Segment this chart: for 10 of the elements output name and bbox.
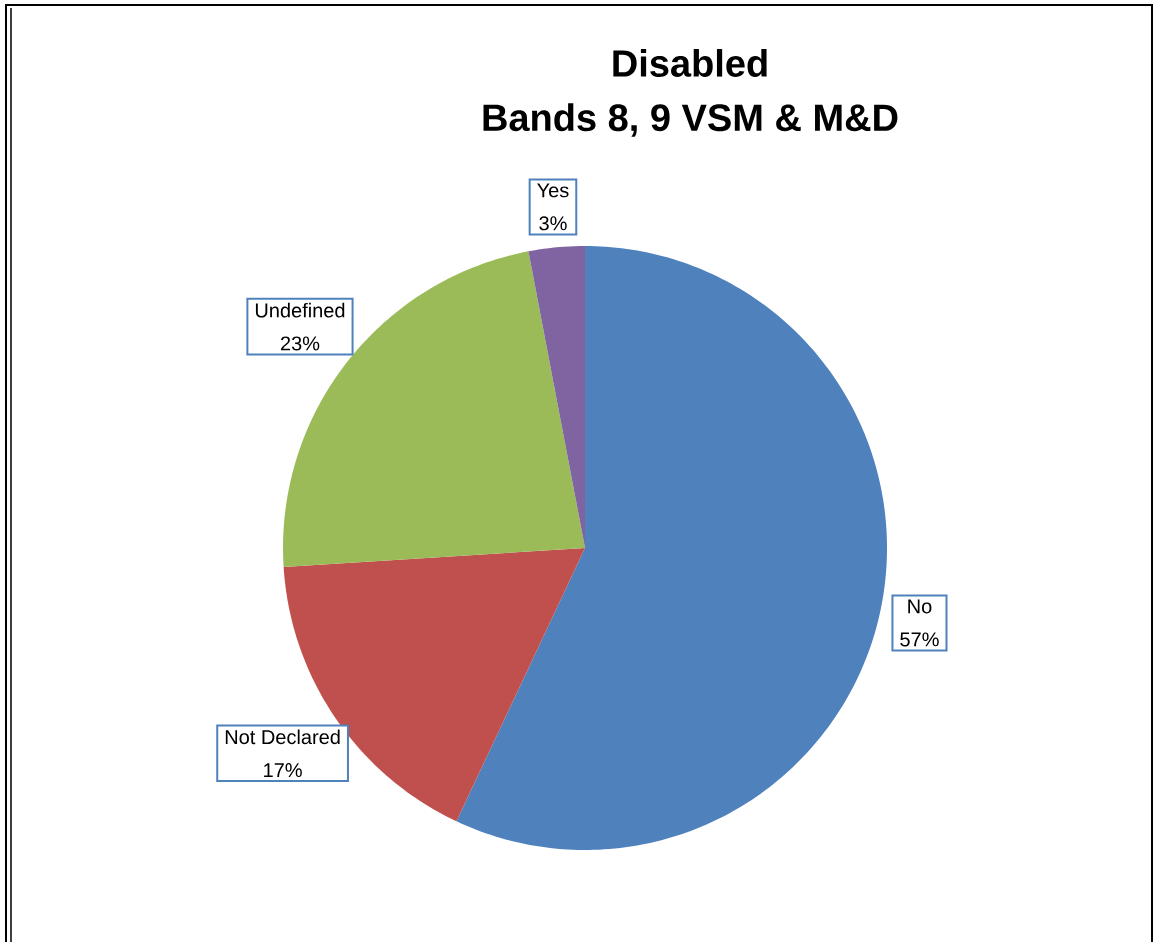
slice-label: No [908, 599, 932, 614]
slice-label: Undefined [255, 302, 345, 318]
slice-label: Yes [537, 183, 569, 198]
data-label: 3% [539, 216, 567, 231]
chart-title: Disabled [613, 49, 767, 77]
slice-label: Not Declared [225, 729, 340, 745]
data-label: 57% [900, 632, 939, 647]
data-label: 17% [264, 763, 302, 778]
data-label: 23% [280, 336, 320, 351]
chart-subtitle: Bands 8, 9 VSM & M&D [483, 103, 898, 137]
